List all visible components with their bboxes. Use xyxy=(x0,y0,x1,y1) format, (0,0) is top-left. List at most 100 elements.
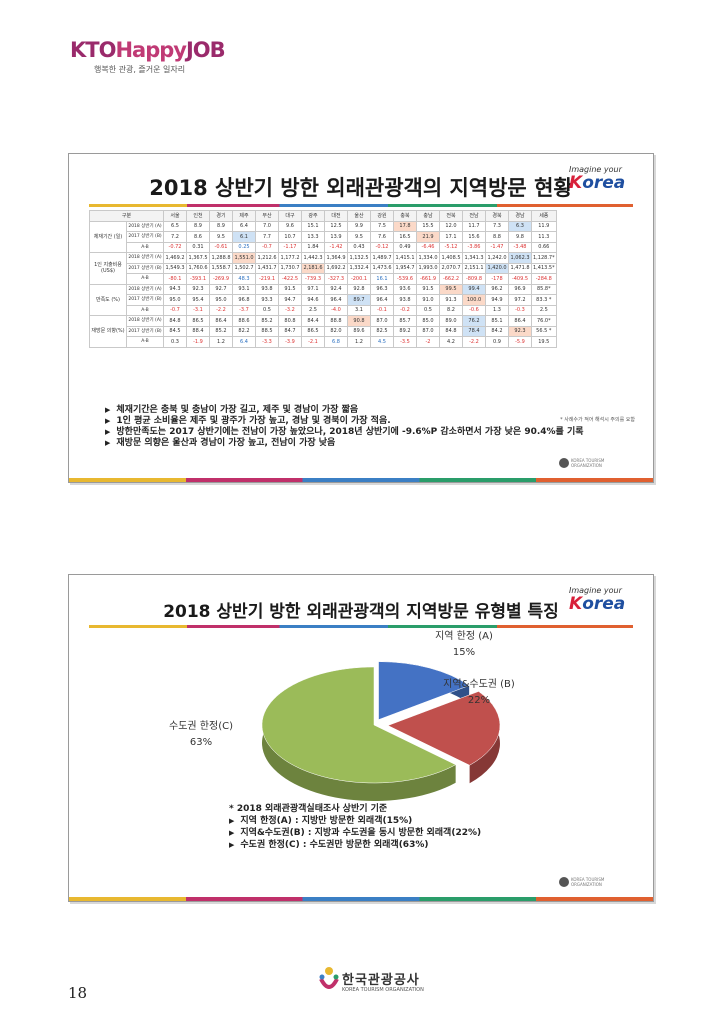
table-cell: 9.5 xyxy=(347,231,371,243)
bullet-item: 지역&수도권(B) : 지방과 수도권을 동시 방문한 외래객(22%) xyxy=(229,827,481,839)
table-cell: 1,341.3 xyxy=(462,252,486,264)
table-cell: 6.4 xyxy=(232,336,256,348)
org-name-en: KOREA TOURISM ORGANIZATION xyxy=(342,987,424,993)
table-cell: 17.8 xyxy=(393,220,417,232)
org-name: 한국관광공사 xyxy=(342,973,420,988)
imagine-your-korea-logo: Imagine your Korea xyxy=(569,587,627,614)
table-cell: 96.4 xyxy=(324,294,348,306)
table-cell: 92.3 xyxy=(508,325,532,337)
table-header-cell: 경북 xyxy=(485,210,509,222)
table-cell: 7.2 xyxy=(163,231,187,243)
table-cell: -662.2 xyxy=(439,273,463,285)
slide2-bullets: 지역 한정(A) : 지방만 방문한 외래객(15%) 지역&수도권(B) : … xyxy=(229,815,481,851)
table-cell: 1,367.5 xyxy=(186,252,210,264)
table-cell: -3.5 xyxy=(393,336,417,348)
slide-regional-visit-status: 2018 상반기 방한 외래관광객의 지역방문 현황 Imagine your … xyxy=(68,153,654,483)
table-cell: 1,212.6 xyxy=(255,252,279,264)
table-cell: -327.3 xyxy=(324,273,348,285)
table-row: 2017 상반기 (B) 1,549.3 1,760.6 1,558.7 1,502.7… xyxy=(90,262,557,274)
table-cell: 7.5 xyxy=(370,220,394,232)
brand-tagline: Imagine your xyxy=(569,165,622,174)
table-cell: 1,177.2 xyxy=(278,252,302,264)
pie-slice xyxy=(378,661,470,721)
kto-small-logo: KOREA TOURISM ORGANIZATION xyxy=(559,458,627,468)
table-cell: 0.5 xyxy=(416,304,440,316)
table-row-label: 2017 상반기 (B) xyxy=(126,294,164,306)
table-header-cell: 대구 xyxy=(278,210,302,222)
table-row-label: 2018 상반기 (A) xyxy=(126,220,164,232)
table-cell: 1,471.8 xyxy=(508,262,532,274)
table-cell: 80.8 xyxy=(278,315,302,327)
table-cell: 97.1 xyxy=(301,283,325,295)
page-number: 18 xyxy=(68,984,88,1002)
table-header-cell: 강원 xyxy=(370,210,394,222)
table-cell: 82.5 xyxy=(370,325,394,337)
table-cell: 93.8 xyxy=(393,294,417,306)
table-row-label: 2018 상반기 (A) xyxy=(126,283,164,295)
table-row-label: 2018 상반기 (A) xyxy=(126,252,164,264)
table-cell: 21.9 xyxy=(416,231,440,243)
table-cell: 86.5 xyxy=(301,325,325,337)
table-cell: 56.5 * xyxy=(531,325,557,337)
table-cell: -0.61 xyxy=(209,241,233,253)
table-cell: 88.8 xyxy=(324,315,348,327)
table-cell: 7.7 xyxy=(255,231,279,243)
table-cell: -178 xyxy=(485,273,509,285)
table-cell: 1.84 xyxy=(301,241,325,253)
table-header-cell: 경남 xyxy=(508,210,532,222)
table-cell: 3.1 xyxy=(347,304,371,316)
table-header-cell: 광주 xyxy=(301,210,325,222)
table-cell: 7.3 xyxy=(485,220,509,232)
table-cell: -269.9 xyxy=(209,273,233,285)
table-cell: -2 xyxy=(416,336,440,348)
table-cell: 84.8 xyxy=(439,325,463,337)
table-row-label: A-B xyxy=(126,273,164,285)
table-row: 1인 지출비용 (US$) 2018 상반기 (A) 1,469.2 1,367.5 1… xyxy=(89,252,557,285)
table-cell: 8.9 xyxy=(186,220,210,232)
table-cell: -3.9 xyxy=(278,336,302,348)
table-cell: 1,431.7 xyxy=(255,262,279,274)
table-cell: 92.3 xyxy=(186,283,210,295)
table-cell: 48.3 xyxy=(232,273,256,285)
table-cell: 0.49 xyxy=(393,241,417,253)
table-cell: 1,334.0 xyxy=(416,252,440,264)
table-cell: 99.4 xyxy=(462,283,486,295)
bullet-item: 재방문 의향은 울산과 경남이 가장 높고, 전남이 가장 낮음 xyxy=(105,438,584,449)
table-row: 2017 상반기 (B) 84.5 88.4 85.2 82.2 88.5 84.7 86.5… xyxy=(90,325,557,337)
logo-kto: KTO xyxy=(70,38,116,62)
table-cell: 1,242.0 xyxy=(485,252,509,264)
table-row-label: 2017 상반기 (B) xyxy=(126,262,164,274)
table-cell: 89.7 xyxy=(347,294,371,306)
table-cell: 12.5 xyxy=(324,220,348,232)
table-cell: 1,128.7* xyxy=(531,252,557,264)
table-cell: -0.2 xyxy=(393,304,417,316)
table-header-cell: 세종 xyxy=(531,210,557,222)
table-cell: 86.4 xyxy=(209,315,233,327)
table-cell: 85.2 xyxy=(255,315,279,327)
table-cell: 76.2 xyxy=(462,315,486,327)
table-cell: -4.0 xyxy=(324,304,348,316)
table-cell: 89.6 xyxy=(347,325,371,337)
table-header-cell: 충남 xyxy=(416,210,440,222)
table-header-cell: 전남 xyxy=(462,210,486,222)
table-cell: 9.5 xyxy=(209,231,233,243)
bullet-item: 지역 한정(A) : 지방만 방문한 외래객(15%) xyxy=(229,815,481,827)
kto-footer-logo: 한국관광공사 KOREA TOURISM ORGANIZATION xyxy=(318,963,438,1003)
table-cell: 1,132.5 xyxy=(347,252,371,264)
table-cell: 1,415.1 xyxy=(393,252,417,264)
table-cell: 1,549.3 xyxy=(163,262,187,274)
table-row-label: 2017 상반기 (B) xyxy=(126,231,164,243)
table-cell: -0.6 xyxy=(462,304,486,316)
table-cell: -1.9 xyxy=(186,336,210,348)
brand-rest: orea xyxy=(582,594,626,614)
table-cell: 11.9 xyxy=(531,220,557,232)
table-header-cell: 전북 xyxy=(439,210,463,222)
table-cell: 89.2 xyxy=(393,325,417,337)
table-cell: 82.0 xyxy=(324,325,348,337)
table-header-cell: 경기 xyxy=(209,210,233,222)
table-cell: 15.1 xyxy=(301,220,325,232)
table-cell: -284.8 xyxy=(531,273,557,285)
imagine-your-korea-logo: Imagine your Korea xyxy=(569,165,627,193)
brand-k: K xyxy=(569,173,583,193)
table-row-label: 2017 상반기 (B) xyxy=(126,325,164,337)
